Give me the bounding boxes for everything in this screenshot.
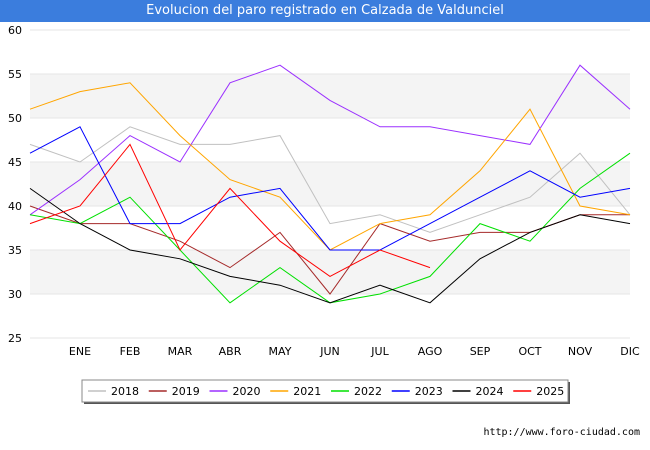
x-axis-ticks: ENE FEB MAR ABR MAY JUN JUL AGO SEP OCT NOV DIC [69,345,640,358]
x-tick-label: ABR [219,345,242,358]
legend-label-2024: 2024 [476,385,504,398]
y-tick-label: 45 [8,156,22,169]
plot-bands [30,30,630,338]
y-tick-label: 40 [8,200,22,213]
plot-band [30,250,630,294]
y-tick-label: 60 [8,24,22,37]
x-tick-label: ENE [69,345,91,358]
x-tick-label: DIC [620,345,640,358]
legend-label-2025: 2025 [536,385,564,398]
series-line-2018 [29,126,631,233]
x-tick-label: MAY [269,345,292,358]
y-tick-label: 30 [8,288,22,301]
x-tick-label: FEB [120,345,141,358]
legend-label-2023: 2023 [415,385,443,398]
chart-title: Evolucion del paro registrado en Calzada… [146,3,504,18]
y-axis-ticks: 25 30 35 40 45 50 55 60 [8,24,22,345]
y-tick-label: 35 [8,244,22,257]
series-line-2024 [29,187,631,304]
plot-band [30,74,630,118]
legend-label-2018: 2018 [111,385,139,398]
legend-box [81,379,569,403]
x-tick-label: MAR [168,345,193,358]
x-tick-label: JUN [319,345,340,358]
x-tick-label: JUL [370,345,389,358]
source-credit: http://www.foro-ciudad.com [483,427,640,438]
x-tick-label: NOV [568,345,593,358]
series-line-2023 [29,126,631,251]
series-line-2020 [29,64,631,216]
title-bar [0,0,650,22]
x-tick-label: SEP [470,345,491,358]
y-tick-label: 50 [8,112,22,125]
legend-label-2020: 2020 [233,385,261,398]
series-lines [29,64,631,304]
plot-band [30,162,630,206]
legend: 2018 2019 2020 2021 2022 2023 2024 2025 [81,379,570,404]
series-line-2025 [29,143,431,277]
legend-label-2021: 2021 [293,385,321,398]
legend-label-2022: 2022 [354,385,382,398]
y-tick-label: 55 [8,68,22,81]
x-tick-label: AGO [418,345,443,358]
legend-label-2019: 2019 [172,385,200,398]
y-tick-label: 25 [8,332,22,345]
x-tick-label: OCT [518,345,541,358]
